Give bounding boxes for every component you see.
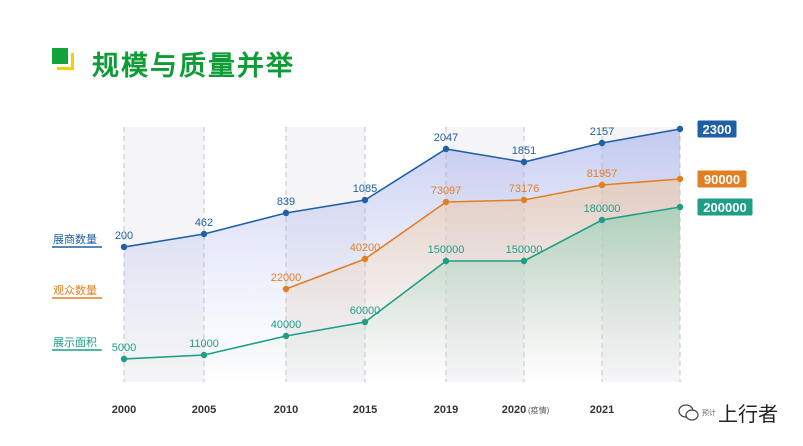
watermark-small-text: 预计 <box>702 409 716 417</box>
data-label: 2157 <box>590 126 614 138</box>
data-label: 2047 <box>434 132 458 144</box>
x-tick-label: 2015 <box>353 404 377 416</box>
x-tick-label: 2005 <box>192 404 216 416</box>
end-badge-label: 2300 <box>703 122 732 137</box>
series-line-展商数量 <box>123 128 681 248</box>
data-label: 150000 <box>506 244 543 256</box>
data-label: 180000 <box>584 203 621 215</box>
x-tick-label: 2010 <box>274 404 298 416</box>
data-point <box>120 243 128 251</box>
data-label: 462 <box>195 217 213 229</box>
end-badge <box>696 169 748 189</box>
data-label: 73097 <box>431 185 462 197</box>
legend-label: 展示面积 <box>53 336 97 349</box>
data-label: 40200 <box>350 242 381 254</box>
page-title: 规模与质量并举 <box>92 51 295 81</box>
x-tick-label: 2019 <box>434 404 458 416</box>
end-badge-label: 90000 <box>704 172 740 187</box>
data-label: 81957 <box>587 168 618 180</box>
legend-bg <box>52 231 102 246</box>
legend-label: 观众数量 <box>53 284 97 297</box>
data-point <box>442 145 450 153</box>
data-label: 1851 <box>512 145 536 157</box>
data-point <box>120 355 128 363</box>
watermark: 预计 上行者 <box>678 398 778 427</box>
data-label: 11000 <box>189 338 219 350</box>
legend-bg <box>52 282 102 297</box>
x-tick-label: 2020 <box>502 404 526 416</box>
data-label: 200 <box>115 230 133 242</box>
data-label: 1085 <box>353 183 377 195</box>
end-badge-label: 200000 <box>703 200 746 215</box>
chat-bubble-icon <box>678 403 699 421</box>
data-point <box>361 196 369 204</box>
data-point <box>520 196 528 204</box>
data-point <box>282 209 290 217</box>
legend-label: 展商数量 <box>53 232 97 246</box>
legend-bg <box>52 334 102 349</box>
data-point <box>598 216 606 224</box>
data-point <box>676 125 684 133</box>
end-badge <box>696 119 738 139</box>
x-tick-label: 2000 <box>112 404 136 416</box>
x-tick-label: 2021 <box>590 404 614 416</box>
title-square-icon <box>52 48 68 64</box>
data-point <box>282 285 290 293</box>
data-label: 60000 <box>350 305 381 317</box>
data-point <box>598 181 606 189</box>
data-point <box>676 175 684 183</box>
data-point <box>520 257 528 265</box>
data-label: 73176 <box>509 183 540 195</box>
title-corner-icon <box>57 53 74 70</box>
data-point <box>442 198 450 206</box>
data-label: 150000 <box>428 244 465 256</box>
data-point <box>361 318 369 326</box>
watermark-brand: 上行者 <box>718 404 778 426</box>
data-point <box>676 203 684 211</box>
series-line-展示面积 <box>123 206 681 360</box>
data-point <box>200 230 208 238</box>
data-point <box>520 158 528 166</box>
data-label: 40000 <box>271 319 302 331</box>
data-label: 5000 <box>112 342 136 354</box>
series-line-观众数量 <box>285 178 681 290</box>
end-badge <box>696 197 754 217</box>
x-tick-note: (疫情) <box>528 405 550 415</box>
data-label: 839 <box>277 196 295 208</box>
data-label: 22000 <box>271 272 302 284</box>
data-point <box>282 332 290 340</box>
data-point <box>598 139 606 147</box>
data-point <box>361 255 369 263</box>
data-point <box>200 351 208 359</box>
data-point <box>442 257 450 265</box>
